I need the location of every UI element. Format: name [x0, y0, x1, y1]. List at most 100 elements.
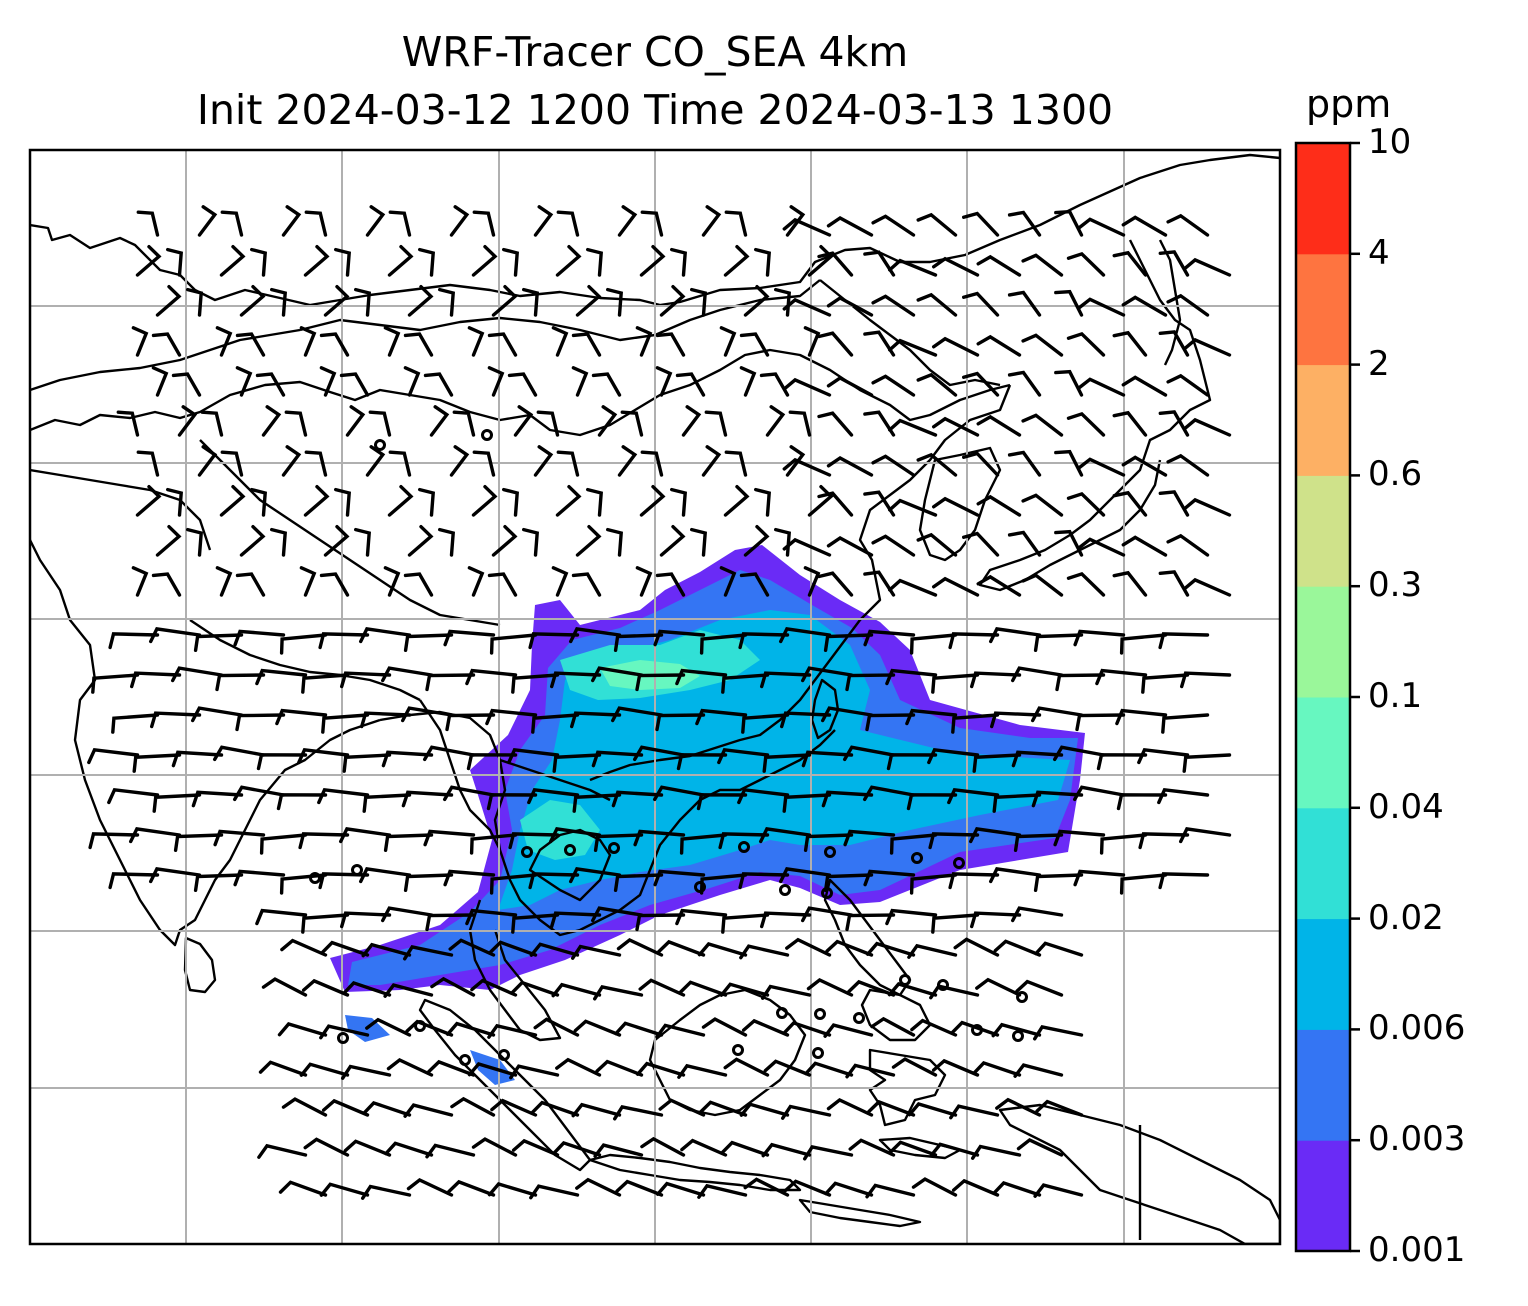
wind-barb [888, 578, 938, 597]
wind-barb [929, 1142, 980, 1157]
coastline-lesser-sunda [798, 1198, 922, 1228]
wind-barb [173, 833, 224, 852]
wind-barb [826, 456, 874, 477]
wind-barb [681, 405, 702, 437]
wind-barb [485, 708, 538, 726]
wind-barb [527, 787, 580, 805]
wind-barb [782, 457, 832, 477]
wind-barb [334, 247, 352, 277]
wind-barb [235, 366, 253, 397]
wind-barb [215, 566, 233, 597]
wind-barb [721, 673, 770, 694]
wind-barb [166, 247, 184, 277]
wind-barb [1035, 1099, 1084, 1117]
wind-barb [916, 292, 958, 317]
wind-barb [136, 210, 160, 237]
colorbar-tick-label: 0.3 [1368, 565, 1423, 606]
wind-barb [197, 445, 218, 477]
wind-barb [803, 1144, 854, 1161]
wind-barb [989, 627, 1042, 644]
wind-barb [213, 829, 266, 847]
wind-barb [429, 405, 450, 437]
wind-barb [888, 1140, 938, 1157]
wind-barb [617, 205, 638, 237]
wind-barb [151, 332, 182, 357]
wind-barb [135, 245, 162, 277]
wind-barb [909, 633, 958, 655]
wind-barb [299, 1062, 350, 1077]
wind-barb [760, 671, 812, 689]
calm-wind-circle [824, 846, 836, 858]
wind-barb [383, 566, 401, 597]
wind-barb [166, 487, 184, 517]
wind-barb [1075, 713, 1126, 732]
calm-wind-circle [937, 979, 949, 991]
coastline-indochina [379, 710, 836, 937]
wind-barb [471, 1137, 518, 1157]
wind-barb [962, 291, 1000, 317]
wind-barb [718, 832, 770, 850]
wind-barb [916, 372, 958, 397]
wind-barb [782, 1020, 832, 1037]
wind-barb [171, 372, 202, 397]
wind-barb [737, 787, 790, 805]
wind-barb [425, 913, 476, 932]
wind-barb [823, 1023, 874, 1038]
wind-barb [299, 326, 317, 357]
wind-barb [1099, 833, 1148, 855]
wind-barb [817, 251, 854, 277]
wind-barb [552, 1140, 602, 1157]
calm-wind-circle [498, 1049, 510, 1061]
wind-barb [407, 285, 434, 317]
wind-barb [403, 572, 434, 597]
wind-barb [719, 982, 770, 997]
wind-barb [909, 873, 958, 895]
wind-barb [487, 332, 518, 357]
calm-wind-circle [899, 974, 911, 986]
colorbar-segment [1296, 1029, 1350, 1141]
wind-barb [340, 911, 392, 929]
wind-barb [319, 332, 350, 357]
wind-barb [339, 372, 370, 397]
wind-barb [1112, 410, 1148, 437]
wind-barb [107, 787, 160, 805]
wind-barb [403, 1103, 454, 1118]
wind-barb [281, 445, 302, 477]
wind-barb [635, 566, 653, 597]
wind-barb [1182, 577, 1232, 597]
wind-barb [785, 937, 832, 957]
wind-barb [342, 753, 392, 773]
map-frame [28, 148, 1282, 1246]
wind-barb [780, 711, 832, 729]
wind-barb [186, 527, 204, 557]
wind-barb [636, 1061, 686, 1077]
wind-barb [342, 980, 392, 997]
wind-barb [971, 1144, 1022, 1160]
wind-barb [723, 1057, 770, 1077]
wind-barb [343, 1139, 392, 1157]
wind-barb [848, 1138, 896, 1157]
wind-barb [804, 1061, 854, 1077]
wind-barb [136, 450, 160, 477]
wind-barb [91, 673, 140, 694]
wind-barb [701, 205, 722, 237]
wind-barb [438, 287, 456, 317]
calm-wind-circle [564, 844, 576, 856]
wind-barb [992, 1180, 1042, 1197]
wind-barb [200, 410, 224, 437]
wind-barb [1121, 215, 1168, 237]
wind-barb [695, 708, 748, 726]
wind-barb [1015, 979, 1064, 997]
wind-barb [932, 496, 980, 517]
wind-barb [1013, 833, 1064, 852]
map-title-line2: Init 2024-03-12 1200 Time 2024-03-13 130… [196, 86, 1114, 134]
wind-barb [1115, 708, 1168, 726]
wind-barb [962, 371, 1000, 397]
wind-barb [528, 632, 580, 650]
wind-barb [270, 527, 288, 557]
wind-barb [220, 450, 244, 477]
wind-barb [490, 1098, 538, 1117]
wind-barb [843, 745, 896, 762]
calm-wind-circle [521, 846, 533, 858]
wind-barb [449, 205, 470, 237]
